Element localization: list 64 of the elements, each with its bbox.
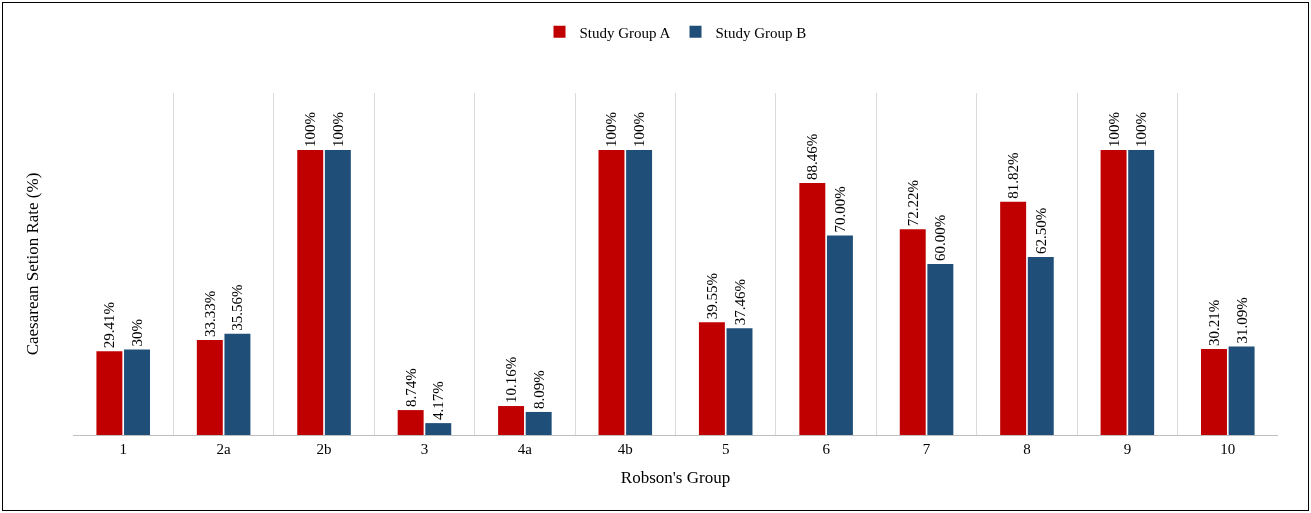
data-label: 100% [302,112,319,147]
bar [799,182,826,435]
bar [899,229,926,435]
bar [698,322,725,435]
data-label: 88.46% [804,133,821,180]
x-axis-title: Robson's Group [620,468,731,488]
bar [1100,150,1127,435]
data-label: 37.46% [731,278,748,326]
data-label: 100% [329,112,346,147]
bar [525,411,552,435]
x-tick-label: 8 [1023,441,1031,457]
x-tick-label: 4a [517,441,533,457]
data-label: 31.09% [1233,297,1250,344]
data-label: 35.56% [229,284,246,331]
bar [927,264,954,435]
bar [397,410,424,435]
bar [1128,150,1155,435]
x-tick-label: 3 [420,441,429,457]
bar [1000,201,1027,435]
data-label: 4.17% [430,381,447,421]
bar [1027,256,1054,435]
data-label: 8.09% [530,370,547,409]
data-label: 100% [603,112,620,147]
bar [297,150,324,435]
data-label: 10.16% [503,356,520,404]
legend-label: Study Group B [715,24,807,41]
x-tick-label: 1 [119,441,127,457]
data-label: 70.00% [831,186,848,233]
data-label: 100% [1133,112,1150,147]
bar [826,235,853,435]
x-tick-label: 4b [617,441,633,457]
bar [196,340,223,435]
bar [1201,348,1227,435]
x-tick-label: 2b [316,441,332,457]
bar [598,150,625,435]
data-label: 62.50% [1032,207,1049,254]
x-tick-label: 5 [721,441,730,457]
data-label: 60.00% [932,214,949,261]
bar [224,333,251,435]
bar [726,328,753,435]
data-label: 39.55% [703,273,720,320]
x-tick-label: 10 [1220,441,1236,457]
bar [626,150,653,435]
x-tick-label: 7 [922,441,931,457]
y-axis-title: Caesarean Setion Rate (%) [22,172,42,356]
bar [498,406,525,435]
bar [96,351,123,435]
bar [124,349,150,435]
data-label: 30% [129,319,146,347]
data-label: 29.41% [101,301,118,349]
bar [1228,346,1255,435]
x-tick-label: 9 [1123,441,1132,457]
data-label: 100% [631,112,648,147]
data-label: 8.74% [402,368,419,408]
data-label: 100% [1105,112,1122,147]
data-label: 81.82% [1005,152,1022,199]
x-tick-label: 6 [822,441,831,457]
data-label: 33.33% [201,290,218,338]
legend-label: Study Group A [579,24,671,41]
bar [324,150,351,435]
data-label: 72.22% [904,179,921,227]
data-label: 30.21% [1205,299,1222,346]
x-tick-label: 2a [216,441,232,457]
bar [425,423,452,435]
